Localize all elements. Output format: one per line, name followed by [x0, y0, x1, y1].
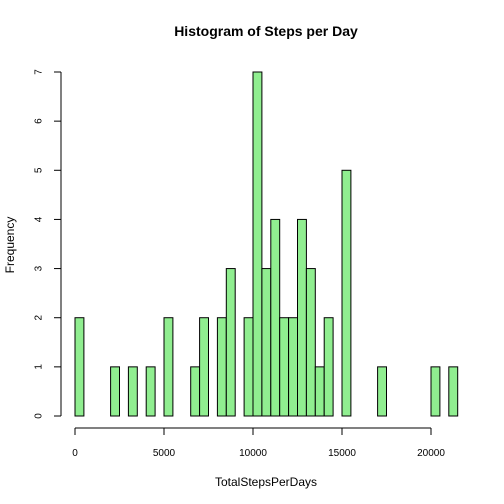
y-tick-label: 5 — [34, 167, 45, 173]
x-tick-label: 10000 — [239, 448, 267, 459]
y-axis-label: Frequency — [3, 217, 17, 274]
histogram-bar — [314, 366, 325, 417]
histogram-bar — [110, 366, 120, 417]
y-tick-label: 2 — [34, 314, 45, 320]
histogram-bar — [127, 366, 138, 417]
histogram-bar — [323, 317, 334, 417]
histogram-bar — [430, 366, 441, 417]
histogram-bar — [377, 366, 388, 417]
histogram-bar — [190, 366, 201, 417]
y-tick-label: 1 — [34, 364, 45, 370]
histogram-bar — [341, 169, 352, 417]
histogram-bar — [448, 366, 459, 417]
bars — [74, 71, 459, 417]
x-tick-label: 20000 — [417, 448, 445, 459]
y-axis: 0 1 2 3 4 5 6 7 — [34, 69, 62, 419]
y-tick-label: 3 — [34, 265, 45, 271]
y-tick-label: 0 — [34, 413, 45, 419]
x-axis-label: TotalStepsPerDays — [215, 475, 317, 489]
x-axis: 0 5000 10000 15000 20000 — [72, 427, 445, 459]
histogram-bar — [270, 218, 281, 417]
histogram-bar — [297, 218, 307, 417]
chart-title: Histogram of Steps per Day — [174, 23, 358, 39]
y-tick-label: 6 — [34, 118, 45, 124]
histogram-bar — [261, 268, 272, 417]
y-tick-label: 7 — [34, 69, 45, 75]
x-tick-label: 15000 — [328, 448, 356, 459]
histogram-bar — [279, 317, 290, 417]
x-tick-label: 0 — [72, 448, 78, 459]
histogram-bar — [199, 317, 210, 417]
histogram-bar — [243, 317, 254, 417]
histogram-bar — [252, 71, 263, 417]
histogram-bar — [74, 317, 85, 417]
histogram-bar — [225, 268, 236, 417]
histogram-bar — [305, 268, 316, 417]
histogram-bar — [163, 317, 174, 417]
x-tick-label: 5000 — [153, 448, 176, 459]
histogram-bar — [216, 317, 227, 417]
histogram-bar — [145, 366, 156, 417]
y-tick-label: 4 — [34, 216, 45, 222]
histogram-bar — [288, 317, 299, 417]
